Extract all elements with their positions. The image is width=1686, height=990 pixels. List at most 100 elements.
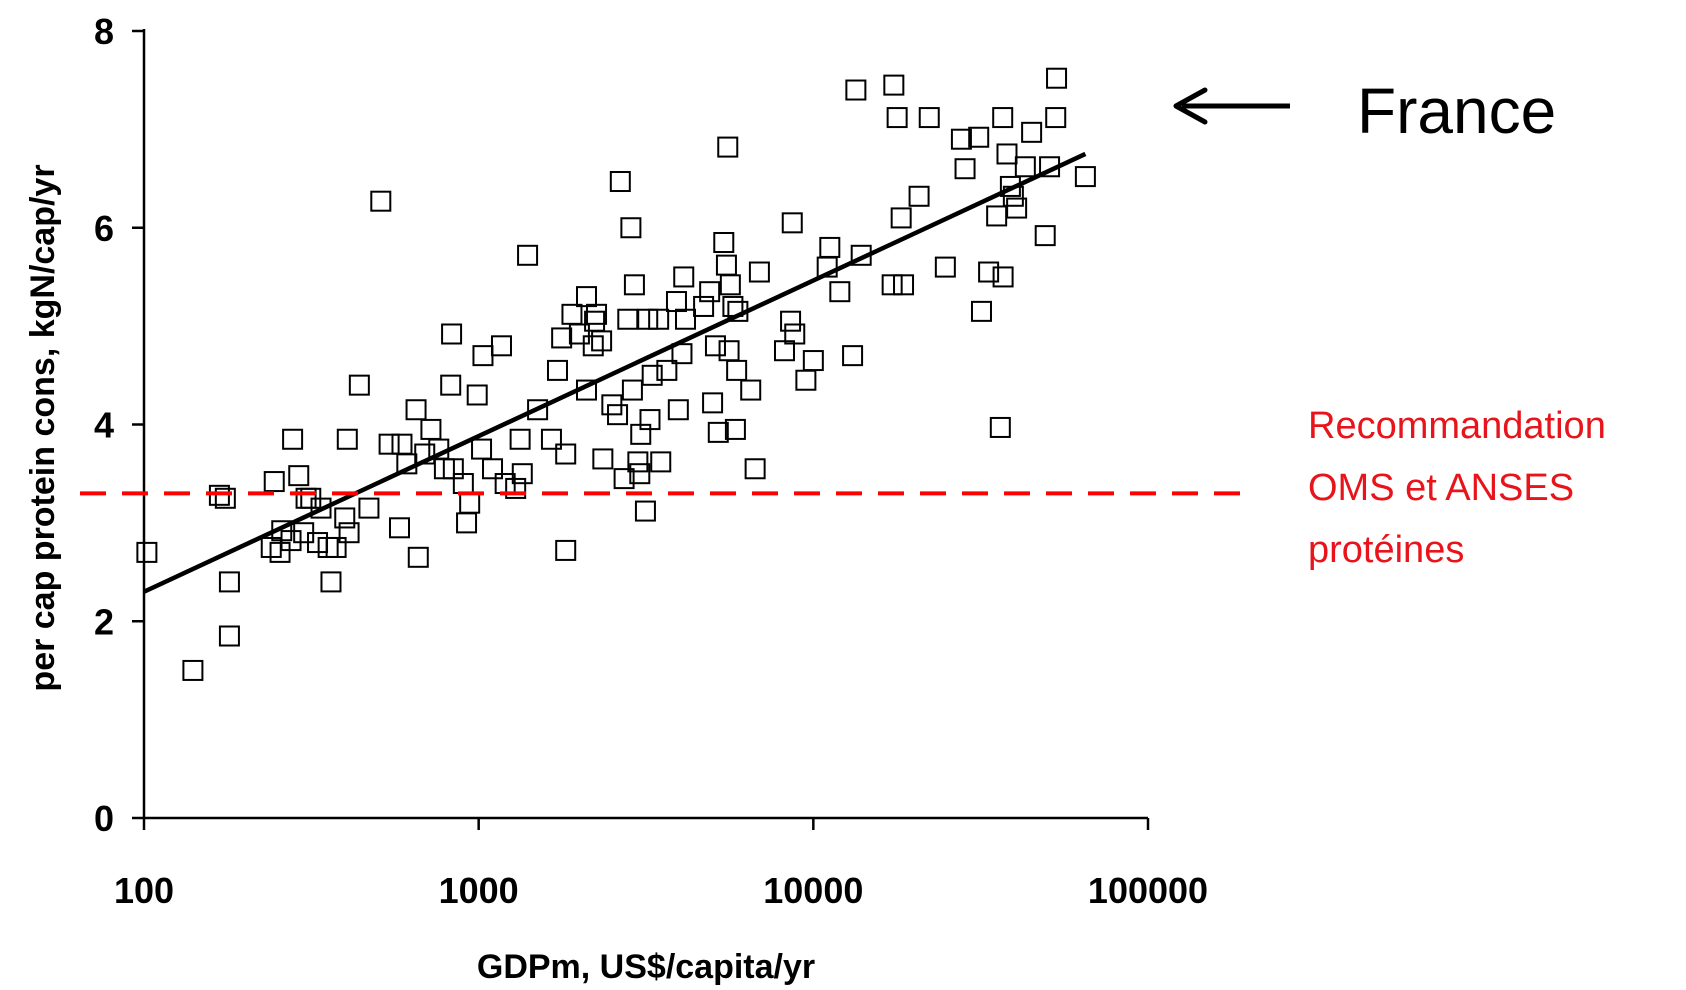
data-point — [667, 399, 689, 421]
data-point — [607, 404, 629, 426]
data-point — [950, 128, 972, 150]
data-point — [634, 500, 656, 522]
data-point — [482, 458, 504, 480]
data-point — [388, 517, 410, 539]
data-point — [802, 350, 824, 372]
chart-lines — [80, 87, 1290, 594]
data-point — [707, 421, 729, 443]
data-point — [613, 468, 635, 490]
y-tick-label: 4 — [94, 405, 114, 446]
data-point — [693, 295, 715, 317]
data-point — [748, 261, 770, 283]
data-point — [908, 185, 930, 207]
data-point — [890, 207, 912, 229]
data-point — [317, 536, 339, 558]
data-point — [637, 308, 659, 330]
data-point — [420, 418, 442, 440]
data-point — [918, 107, 940, 129]
data-point — [263, 471, 285, 493]
data-point — [471, 438, 493, 460]
data-point — [609, 171, 631, 193]
data-point — [639, 409, 661, 431]
data-point — [555, 539, 577, 561]
data-point — [648, 308, 670, 330]
france-arrow-head — [1173, 87, 1208, 125]
data-point — [968, 126, 990, 148]
data-point — [591, 330, 613, 352]
data-point — [320, 571, 342, 593]
data-point — [621, 379, 643, 401]
data-point — [459, 492, 481, 514]
data-point — [405, 399, 427, 421]
data-point — [334, 507, 356, 529]
data-point — [650, 451, 672, 473]
data-point — [1006, 197, 1028, 219]
data-point — [629, 463, 651, 485]
data-point — [136, 541, 158, 563]
data-point — [784, 323, 806, 345]
data-point — [724, 418, 746, 440]
x-tick-label: 1000 — [439, 870, 519, 911]
recommendation-label-line-3: protéines — [1308, 529, 1464, 571]
data-point — [656, 359, 678, 381]
data-point — [934, 256, 956, 278]
data-point — [886, 107, 908, 129]
data-point — [214, 487, 236, 509]
data-point — [325, 536, 347, 558]
data-point — [472, 345, 494, 367]
data-point — [586, 303, 608, 325]
y-tick-label: 8 — [94, 11, 114, 52]
data-point — [986, 205, 1008, 227]
data-point — [671, 343, 693, 365]
data-point — [576, 286, 598, 308]
data-point — [978, 261, 1000, 283]
data-points — [136, 67, 1096, 681]
data-point — [505, 477, 527, 499]
data-point — [881, 274, 903, 296]
data-point — [288, 465, 310, 487]
data-point — [954, 158, 976, 180]
x-tick-label: 10000 — [763, 870, 863, 911]
data-point — [310, 497, 332, 519]
x-tick-label: 100000 — [1088, 870, 1208, 911]
data-point — [218, 571, 240, 593]
data-point — [280, 530, 302, 552]
data-point — [336, 428, 358, 450]
data-point — [883, 74, 905, 96]
data-point — [842, 345, 864, 367]
trend-line — [143, 151, 1087, 594]
data-point — [719, 274, 741, 296]
data-point — [592, 448, 614, 470]
data-point — [845, 79, 867, 101]
data-point — [391, 433, 413, 455]
data-point — [780, 310, 802, 332]
data-point — [555, 443, 577, 465]
data-point — [673, 266, 695, 288]
data-point — [989, 416, 1011, 438]
data-point — [620, 217, 642, 239]
data-point — [370, 190, 392, 212]
data-point — [1046, 67, 1068, 89]
y-tick-label: 6 — [94, 208, 114, 249]
data-point — [540, 428, 562, 450]
data-point — [992, 266, 1014, 288]
data-point — [1045, 107, 1067, 129]
data-point — [795, 369, 817, 391]
x-tick-label: 100 — [114, 870, 174, 911]
france-label: France — [1357, 75, 1556, 147]
data-point — [582, 335, 604, 357]
data-point — [819, 236, 841, 258]
data-point — [282, 428, 304, 450]
x-axis-title: GDPm, US$/capita/yr — [477, 948, 815, 986]
data-point — [466, 384, 488, 406]
data-point — [718, 340, 740, 362]
data-point — [348, 374, 370, 396]
data-point — [675, 308, 697, 330]
data-point — [1034, 225, 1056, 247]
data-point — [378, 433, 400, 455]
data-point — [509, 428, 531, 450]
data-point — [699, 281, 721, 303]
data-point — [829, 281, 851, 303]
data-point — [561, 303, 583, 325]
